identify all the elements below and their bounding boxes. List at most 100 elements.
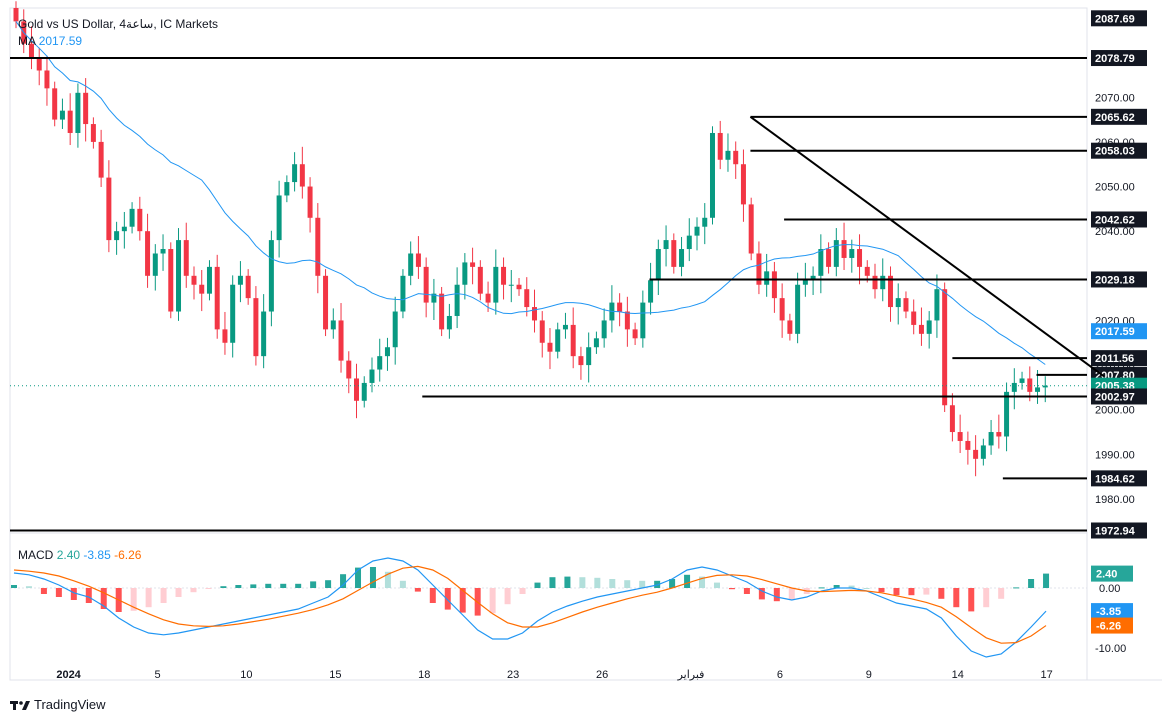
macd-histogram-bar bbox=[175, 588, 182, 597]
candle-body bbox=[346, 360, 352, 379]
ma-legend-label: MA bbox=[18, 34, 36, 48]
candle-body bbox=[1027, 378, 1033, 392]
candle-body bbox=[44, 70, 50, 89]
candle-body bbox=[400, 275, 406, 312]
price-tag bbox=[1091, 388, 1147, 405]
macd-signal-line bbox=[13, 565, 1047, 644]
ma-legend[interactable]: MA 2017.59 bbox=[18, 34, 82, 48]
macd-histogram-bar bbox=[1028, 579, 1035, 588]
candle-body bbox=[911, 311, 917, 325]
candle-body bbox=[779, 298, 785, 321]
macd-histogram-bar bbox=[55, 588, 62, 597]
candle-body bbox=[617, 302, 623, 312]
candle-body bbox=[849, 249, 855, 258]
macd-histogram-bar bbox=[758, 588, 765, 600]
candle-body bbox=[1004, 391, 1010, 437]
candle-body bbox=[570, 324, 576, 357]
price-tag bbox=[1091, 323, 1147, 340]
candle-body bbox=[841, 240, 847, 258]
price-tag-label: 2017.59 bbox=[1095, 326, 1135, 338]
macd-histogram-bar bbox=[504, 588, 511, 605]
candle-body bbox=[284, 182, 290, 196]
macd-histogram-bar bbox=[699, 576, 706, 588]
macd-histogram-bar bbox=[369, 567, 376, 588]
candle-body bbox=[276, 195, 282, 241]
tradingview-brand[interactable]: TradingView bbox=[10, 697, 106, 712]
candle-body bbox=[137, 208, 143, 232]
candle-body bbox=[145, 231, 151, 276]
candle-body bbox=[764, 271, 770, 285]
candle-body bbox=[694, 226, 700, 236]
candle-body bbox=[176, 240, 182, 312]
candle-body bbox=[555, 329, 561, 352]
candle-body bbox=[52, 88, 58, 120]
macd-histogram-bar bbox=[669, 579, 676, 588]
price-tick-label: 1990.00 bbox=[1095, 449, 1135, 461]
candle-body bbox=[648, 280, 654, 303]
candle-body bbox=[887, 275, 893, 308]
candle-body bbox=[114, 231, 120, 241]
candle-body bbox=[160, 249, 166, 254]
price-tag-label: 2087.69 bbox=[1095, 13, 1135, 25]
macd-histogram-bar bbox=[70, 588, 77, 600]
macd-histogram-bar bbox=[429, 588, 436, 603]
price-tick-label: 2050.00 bbox=[1095, 182, 1135, 194]
candle-body bbox=[671, 240, 677, 267]
macd-histogram-bar bbox=[235, 585, 242, 588]
price-tag bbox=[1091, 142, 1147, 159]
macd-histogram-bar bbox=[265, 583, 272, 588]
candle-body bbox=[377, 356, 383, 370]
candle-body bbox=[949, 405, 955, 433]
macd-histogram-bar bbox=[1013, 587, 1020, 589]
macd-histogram-bar bbox=[833, 585, 840, 588]
price-tick-label: 2040.00 bbox=[1095, 226, 1135, 238]
price-tag bbox=[1091, 10, 1147, 27]
candle-body bbox=[330, 320, 336, 330]
ma-line bbox=[15, 21, 1046, 365]
candle-body bbox=[392, 311, 398, 348]
price-tag bbox=[1091, 350, 1147, 367]
candle-body bbox=[539, 320, 545, 343]
candle-body bbox=[431, 293, 437, 303]
macd-histogram-bar bbox=[250, 584, 257, 588]
candle-body bbox=[493, 266, 499, 303]
candle-body bbox=[13, 8, 19, 22]
macd-histogram-bar bbox=[519, 588, 526, 594]
candle-body bbox=[508, 284, 514, 286]
macd-histogram-bar bbox=[280, 583, 287, 588]
price-tag-label: 2042.62 bbox=[1095, 214, 1135, 226]
macd-histogram-bar bbox=[818, 587, 825, 589]
tradingview-logo-icon bbox=[10, 700, 30, 710]
candle-body bbox=[771, 271, 777, 299]
time-tick-label: 5 bbox=[154, 669, 160, 681]
time-tick-label: 6 bbox=[777, 669, 783, 681]
macd-histogram-bar bbox=[25, 586, 32, 588]
macd-histogram-bar bbox=[325, 580, 332, 588]
price-tag-label: 2011.56 bbox=[1095, 353, 1134, 365]
candle-body bbox=[640, 302, 646, 339]
trendline bbox=[749, 116, 1105, 378]
candle-body bbox=[152, 253, 158, 276]
macd-histogram-bar bbox=[310, 581, 317, 588]
macd-histogram-bar bbox=[355, 567, 362, 588]
candle-body bbox=[439, 293, 445, 330]
candle-body bbox=[733, 150, 739, 165]
candle-body bbox=[934, 289, 940, 321]
candle-body bbox=[261, 311, 267, 357]
candle-body bbox=[996, 432, 1002, 437]
time-tick-label: فبراير bbox=[677, 669, 705, 681]
candle-body bbox=[299, 164, 305, 187]
candle-body bbox=[253, 298, 259, 357]
ma-legend-value: 2017.59 bbox=[38, 34, 83, 48]
time-tick-label: 26 bbox=[596, 669, 608, 681]
candle-body bbox=[903, 298, 909, 312]
price-tag bbox=[1091, 108, 1147, 125]
macd-histogram-bar bbox=[998, 588, 1005, 599]
price-tag-label: 2058.03 bbox=[1095, 146, 1135, 158]
candle-body bbox=[586, 347, 592, 366]
time-tick-label: 10 bbox=[240, 669, 252, 681]
candle-body bbox=[679, 249, 685, 267]
macd-value-tag-label: -6.26 bbox=[1096, 621, 1121, 633]
macd-legend[interactable]: MACD 2.40 -3.85 -6.26 bbox=[18, 548, 141, 562]
